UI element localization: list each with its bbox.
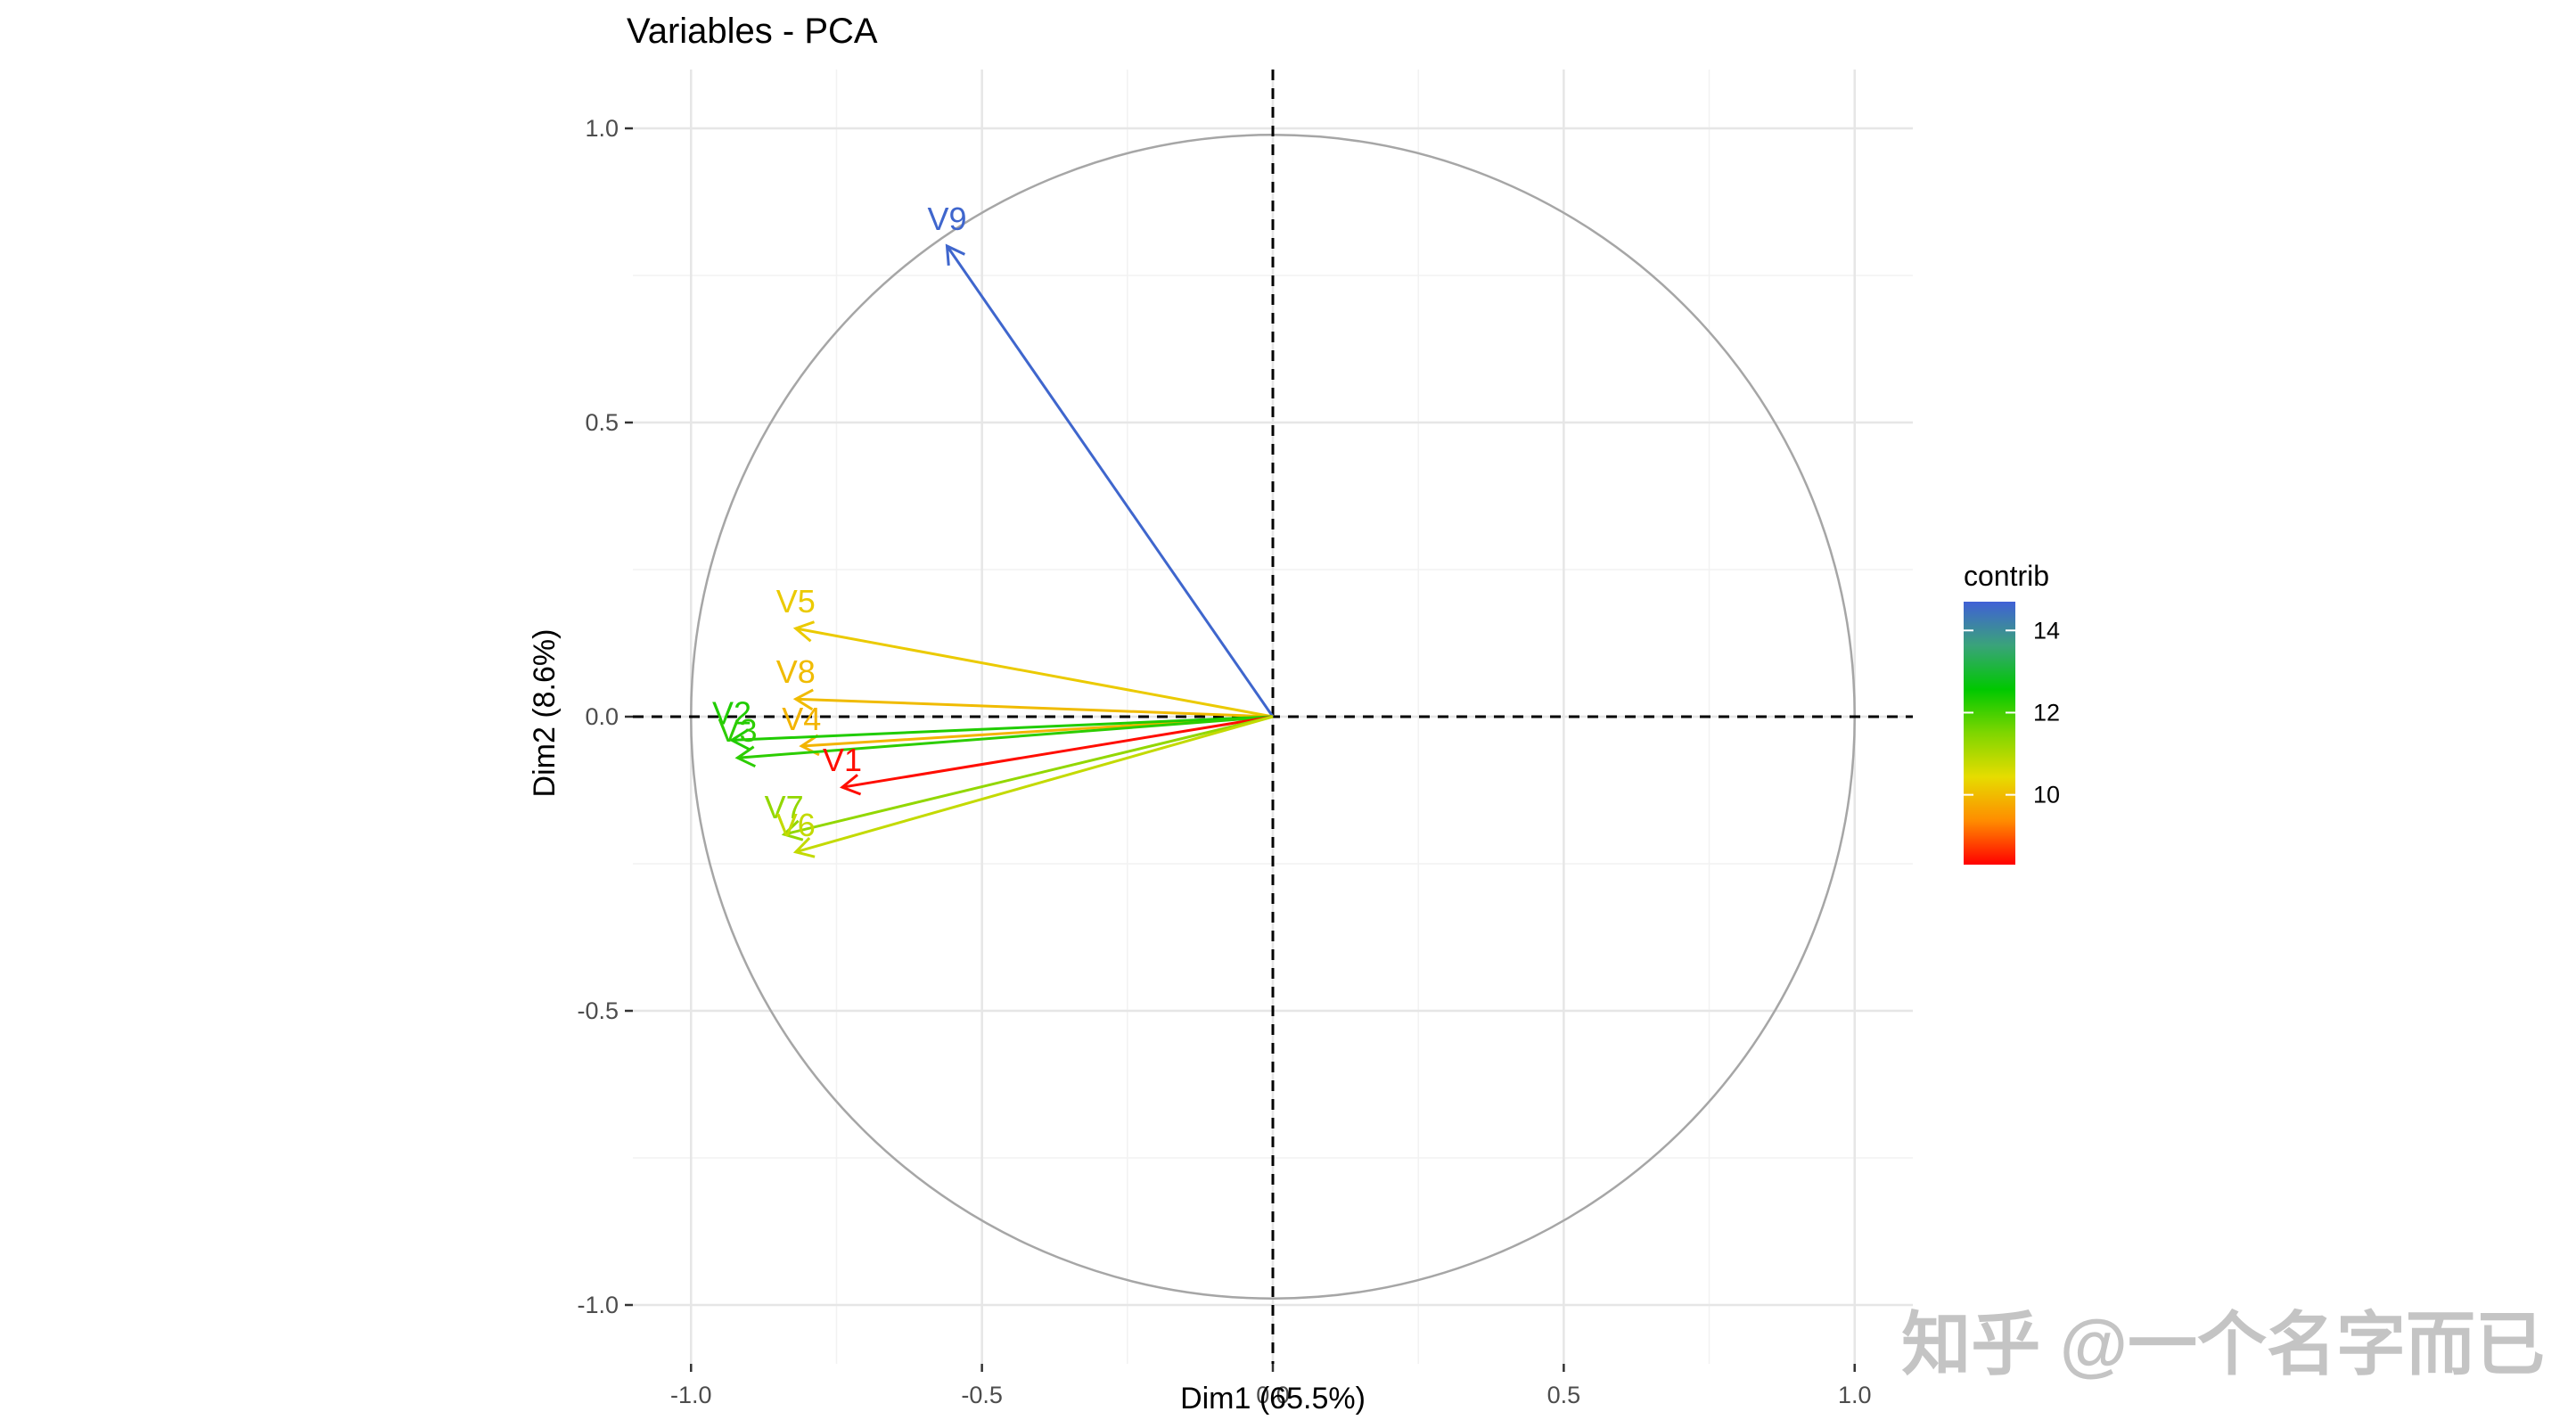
arrow-v3: [734, 715, 1274, 768]
legend-title: contrib: [1964, 560, 2049, 592]
arrow-v2-shaft: [731, 715, 1274, 742]
x-tick-label: -0.5: [961, 1382, 1003, 1408]
arrow-v2: [728, 715, 1274, 751]
y-tick-label: 1.0: [585, 115, 619, 142]
arrow-v3-head: [734, 745, 756, 768]
arrow-v9-shaft: [946, 245, 1275, 718]
y-tick-label: 0.5: [585, 409, 619, 436]
label-v4: V4: [782, 701, 821, 737]
x-tick-label: 0.5: [1547, 1382, 1581, 1408]
arrow-v7-shaft: [783, 715, 1274, 836]
arrow-v5-head: [792, 620, 816, 643]
y-tick-label: -1.0: [577, 1292, 619, 1318]
legend-tick-label: 14: [2033, 617, 2060, 644]
legend-ticks: 10 12 14: [1964, 617, 2060, 808]
arrow-v3-shaft: [737, 715, 1274, 759]
label-v9: V9: [927, 201, 966, 237]
arrow-v2-head: [728, 728, 751, 751]
y-tick-label: 0.0: [585, 703, 619, 730]
x-axis: -1.0 -0.5 0.0 0.5 1.0: [670, 1364, 1872, 1408]
label-v7: V7: [765, 789, 804, 825]
arrow-v6-shaft: [795, 715, 1274, 854]
label-v1: V1: [823, 742, 862, 778]
arrow-v8-shaft: [795, 697, 1274, 718]
label-v3: V3: [718, 712, 757, 749]
arrow-v8: [792, 688, 1274, 718]
x-axis-title: Dim1 (65.5%): [1180, 1382, 1366, 1416]
watermark: 知乎 @一个名字而已: [1901, 1305, 2545, 1383]
legend-tick-label: 12: [2033, 699, 2060, 726]
x-tick-label: 0.0: [1256, 1382, 1290, 1408]
chart-title: Variables - PCA: [627, 12, 878, 51]
label-v2: V2: [712, 694, 751, 731]
arrow-v5-shaft: [795, 627, 1274, 718]
label-v6: V6: [776, 807, 816, 843]
legend-colorbar: [1964, 602, 2015, 865]
y-axis-title: Dim2 (8.6%): [528, 629, 562, 798]
x-tick-label: 1.0: [1838, 1382, 1872, 1408]
arrow-v7-head: [781, 819, 804, 841]
variable-arrows: [728, 243, 1275, 858]
arrow-v9-head: [945, 243, 966, 267]
arrow-v1: [840, 715, 1274, 796]
arrow-v6: [792, 715, 1274, 858]
arrow-v5: [792, 620, 1274, 718]
label-v8: V8: [776, 653, 816, 690]
arrow-v6-head: [792, 836, 816, 858]
contrib-legend: contrib 10 12 14: [1964, 560, 2060, 865]
y-axis: -1.0 -0.5 0.0 0.5 1.0: [577, 115, 633, 1318]
arrow-v1-head: [840, 774, 862, 796]
arrow-v8-head: [792, 688, 814, 711]
legend-tick-label: 10: [2033, 782, 2060, 808]
x-tick-label: -1.0: [670, 1382, 712, 1408]
arrow-v9: [945, 243, 1275, 718]
arrow-v7: [781, 715, 1274, 841]
label-v5: V5: [776, 583, 816, 620]
arrow-v1-shaft: [841, 715, 1274, 789]
y-tick-label: -0.5: [577, 997, 619, 1024]
